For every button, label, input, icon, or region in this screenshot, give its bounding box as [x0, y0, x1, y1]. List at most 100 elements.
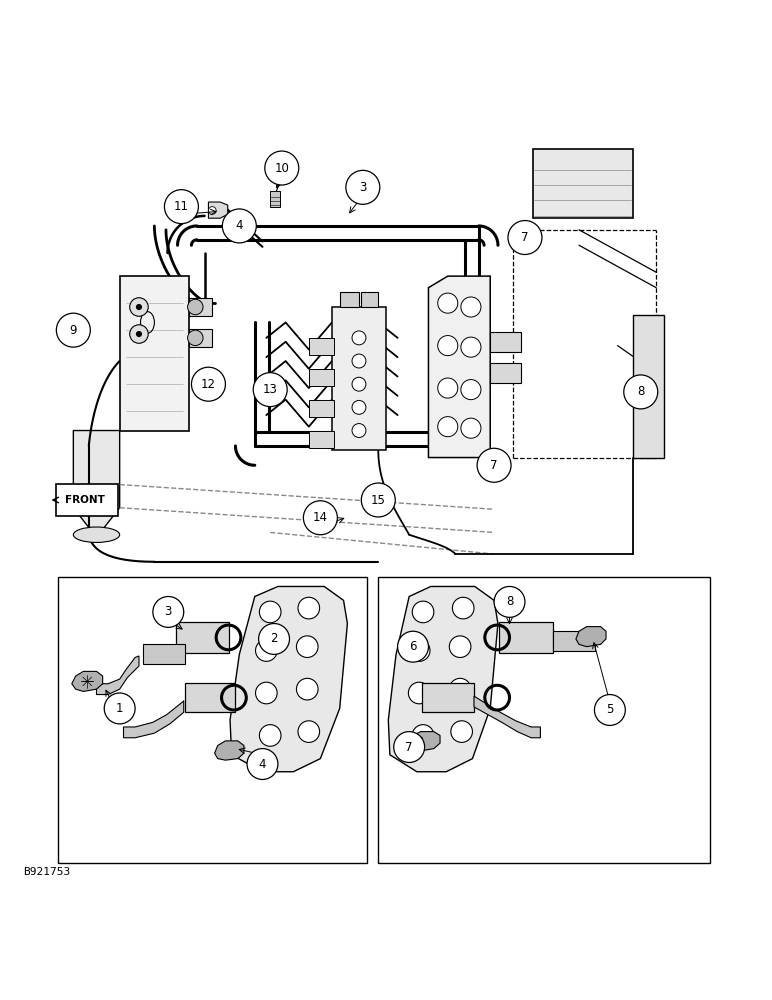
Circle shape — [298, 597, 320, 619]
Circle shape — [352, 354, 366, 368]
Circle shape — [222, 209, 256, 243]
Polygon shape — [96, 656, 139, 695]
Circle shape — [164, 190, 198, 224]
Text: 2: 2 — [270, 632, 278, 645]
Bar — [340, 292, 359, 307]
Circle shape — [303, 501, 337, 535]
Circle shape — [451, 721, 472, 742]
Circle shape — [296, 678, 318, 700]
Bar — [309, 338, 334, 355]
Text: 12: 12 — [201, 378, 216, 391]
Circle shape — [624, 375, 658, 409]
Circle shape — [352, 400, 366, 414]
Circle shape — [361, 483, 395, 517]
Ellipse shape — [73, 527, 120, 542]
Text: 3: 3 — [164, 605, 172, 618]
Circle shape — [346, 170, 380, 204]
Polygon shape — [230, 586, 347, 772]
Circle shape — [259, 725, 281, 746]
Circle shape — [259, 624, 290, 654]
Circle shape — [56, 313, 90, 347]
Text: FRONT: FRONT — [65, 495, 105, 505]
Circle shape — [461, 418, 481, 438]
Circle shape — [408, 682, 430, 704]
Text: 10: 10 — [274, 162, 290, 175]
Circle shape — [153, 596, 184, 627]
Circle shape — [594, 695, 625, 725]
Polygon shape — [388, 586, 498, 772]
Bar — [422, 683, 474, 712]
Circle shape — [449, 678, 471, 700]
Circle shape — [438, 293, 458, 313]
Circle shape — [461, 380, 481, 400]
Text: 5: 5 — [606, 703, 614, 716]
Bar — [490, 332, 521, 352]
Text: 7: 7 — [405, 741, 413, 754]
Circle shape — [256, 682, 277, 704]
Polygon shape — [215, 741, 244, 760]
Circle shape — [449, 636, 471, 657]
Polygon shape — [576, 627, 606, 647]
Circle shape — [438, 336, 458, 356]
Bar — [490, 363, 521, 383]
Text: 8: 8 — [637, 385, 645, 398]
Bar — [176, 622, 229, 653]
Bar — [553, 631, 595, 651]
Circle shape — [136, 331, 142, 337]
Circle shape — [508, 221, 542, 255]
Circle shape — [477, 448, 511, 482]
Polygon shape — [124, 701, 184, 738]
Polygon shape — [410, 732, 440, 751]
Text: 4: 4 — [235, 219, 243, 232]
Bar — [58, 577, 367, 863]
Text: 7: 7 — [490, 459, 498, 472]
FancyBboxPatch shape — [56, 484, 118, 516]
Polygon shape — [72, 671, 103, 691]
Bar — [533, 149, 633, 218]
Circle shape — [259, 601, 281, 623]
Polygon shape — [474, 696, 540, 738]
Circle shape — [394, 732, 425, 762]
Bar — [143, 644, 185, 664]
Circle shape — [191, 367, 225, 401]
Circle shape — [438, 417, 458, 437]
Text: 4: 4 — [259, 758, 266, 771]
Circle shape — [494, 586, 525, 617]
Bar — [309, 431, 334, 448]
Circle shape — [130, 325, 148, 343]
Circle shape — [296, 636, 318, 657]
Circle shape — [208, 207, 216, 214]
Bar — [309, 369, 334, 386]
Circle shape — [298, 721, 320, 742]
Circle shape — [412, 725, 434, 746]
Text: 8: 8 — [506, 595, 513, 608]
Text: 9: 9 — [69, 324, 77, 337]
Text: 14: 14 — [313, 511, 328, 524]
Text: 7: 7 — [521, 231, 529, 244]
Text: 1: 1 — [116, 702, 124, 715]
Polygon shape — [208, 202, 228, 218]
Circle shape — [188, 330, 203, 346]
Text: 11: 11 — [174, 200, 189, 213]
Circle shape — [461, 297, 481, 317]
Circle shape — [352, 377, 366, 391]
Bar — [270, 191, 280, 207]
Bar — [499, 622, 553, 653]
Text: B921753: B921753 — [23, 867, 70, 877]
Bar — [378, 577, 710, 863]
Bar — [189, 298, 212, 316]
Bar — [332, 307, 386, 450]
Bar — [189, 329, 212, 347]
Circle shape — [452, 597, 474, 619]
Circle shape — [352, 424, 366, 437]
Text: 13: 13 — [262, 383, 278, 396]
Circle shape — [188, 299, 203, 315]
Bar — [309, 400, 334, 417]
Text: 15: 15 — [371, 493, 386, 506]
Circle shape — [136, 304, 142, 310]
Bar — [185, 683, 235, 712]
Bar — [633, 315, 664, 458]
Bar — [120, 276, 189, 431]
Circle shape — [265, 151, 299, 185]
Circle shape — [461, 337, 481, 357]
